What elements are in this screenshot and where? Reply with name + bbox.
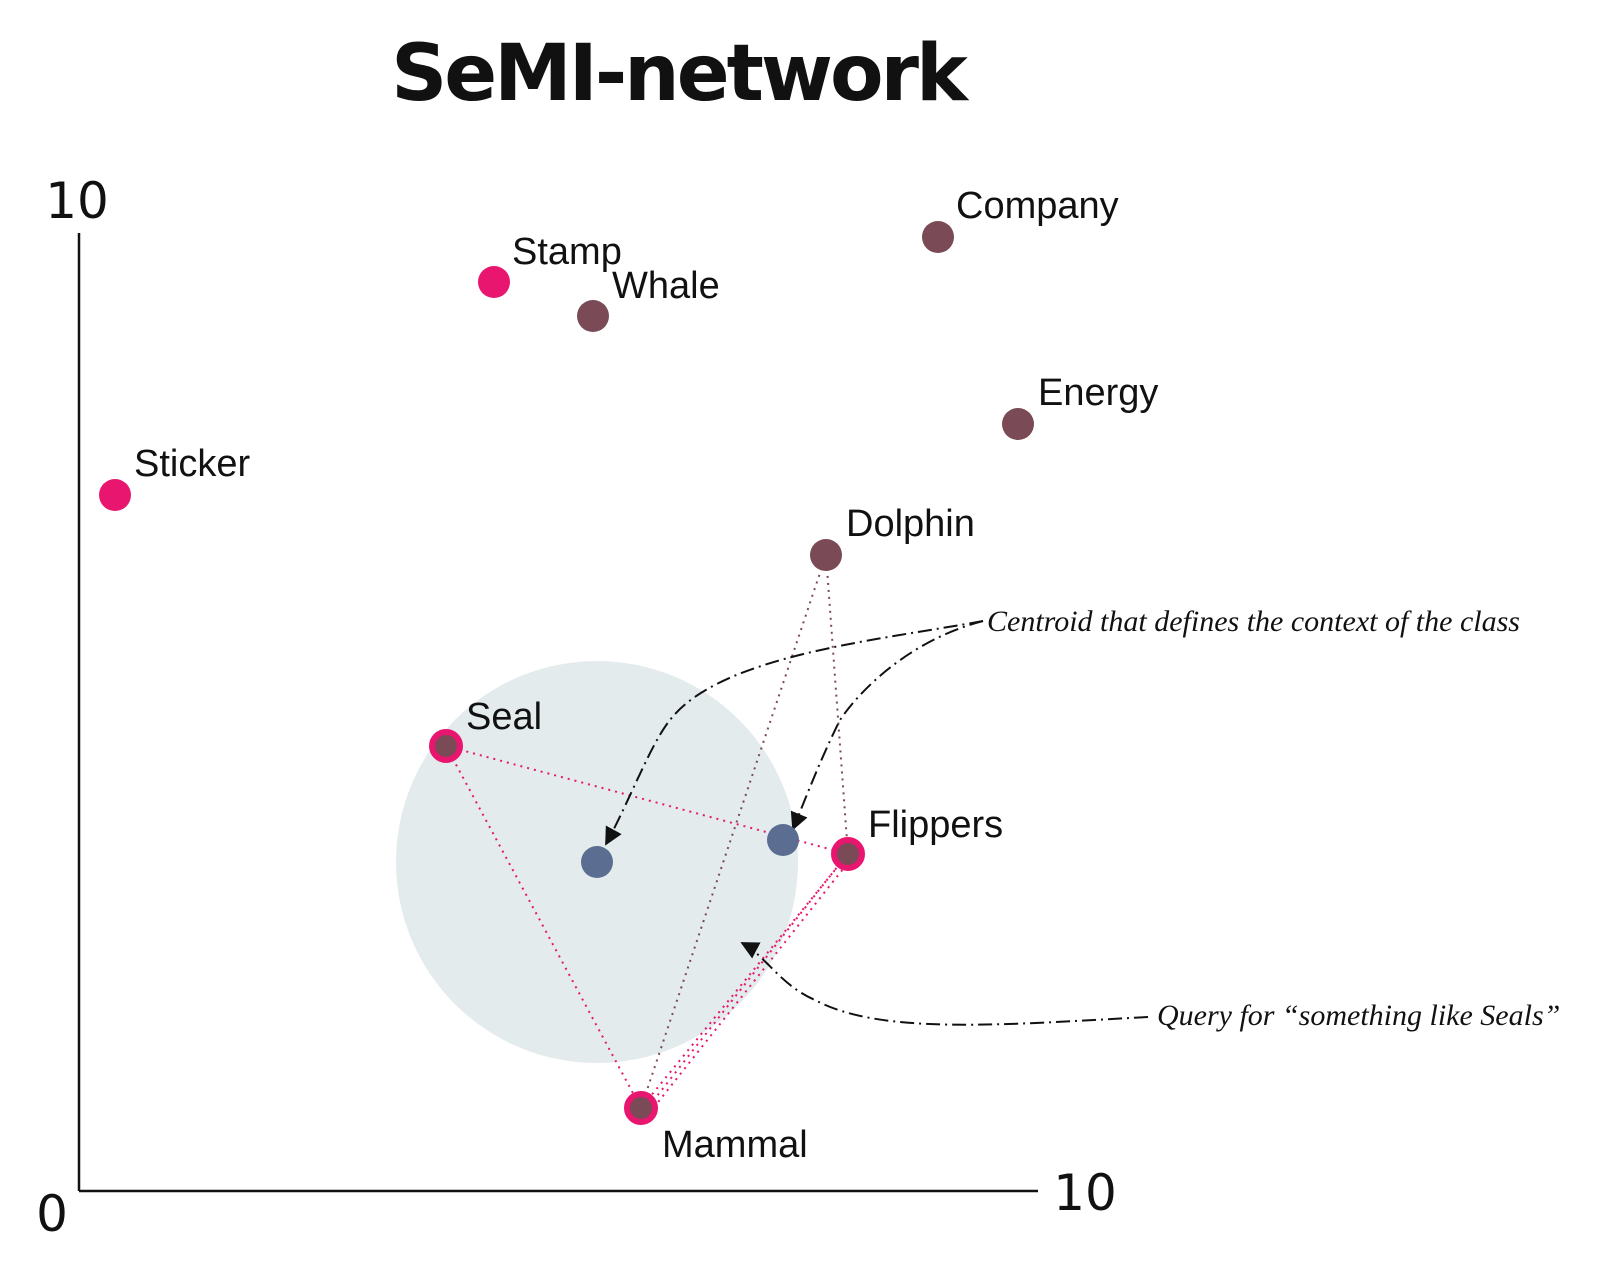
- origin-label: 0: [36, 1185, 68, 1243]
- mammal-label: Mammal: [662, 1124, 808, 1166]
- y-axis-max-label: 10: [45, 172, 109, 230]
- centroid-annotation: Centroid that defines the context of the…: [987, 605, 1520, 638]
- relation-lines: [445, 554, 852, 1112]
- diagram-title: SeMI-network: [391, 29, 970, 119]
- dolphin-label: Dolphin: [846, 503, 975, 545]
- energy-point: [1002, 408, 1034, 440]
- x-axis-max-label: 10: [1053, 1164, 1117, 1222]
- whale-label: Whale: [612, 265, 720, 307]
- sticker-label: Sticker: [134, 443, 250, 485]
- query-arrow: [740, 942, 1149, 1026]
- whale-point: [577, 300, 609, 332]
- company-label: Company: [956, 185, 1119, 227]
- centroid-arrow-1: [605, 620, 984, 846]
- sticker-point: [99, 479, 131, 511]
- energy-label: Energy: [1038, 372, 1158, 414]
- word-labels: Stamp Whale Company Energy Sticker Dolph…: [134, 185, 1158, 1166]
- stamp-point: [478, 266, 510, 298]
- centroid-arrow-2: [790, 620, 984, 831]
- centroid-point: [767, 824, 799, 856]
- mammal-point: [624, 1091, 658, 1125]
- seal-point: [429, 729, 463, 763]
- company-point: [922, 221, 954, 253]
- seal-label: Seal: [466, 696, 542, 738]
- points: [99, 221, 1034, 1125]
- dolphin-flippers-line: [825, 554, 849, 855]
- annotation-arrows: [605, 620, 1149, 1026]
- flippers-mammal-line-1: [640, 853, 849, 1109]
- flippers-label: Flippers: [868, 804, 1003, 846]
- query-point: [581, 846, 613, 878]
- dolphin-point: [810, 539, 842, 571]
- stamp-label: Stamp: [512, 231, 622, 273]
- flippers-point: [831, 837, 865, 871]
- query-annotation: Query for “something like Seals”: [1157, 999, 1560, 1032]
